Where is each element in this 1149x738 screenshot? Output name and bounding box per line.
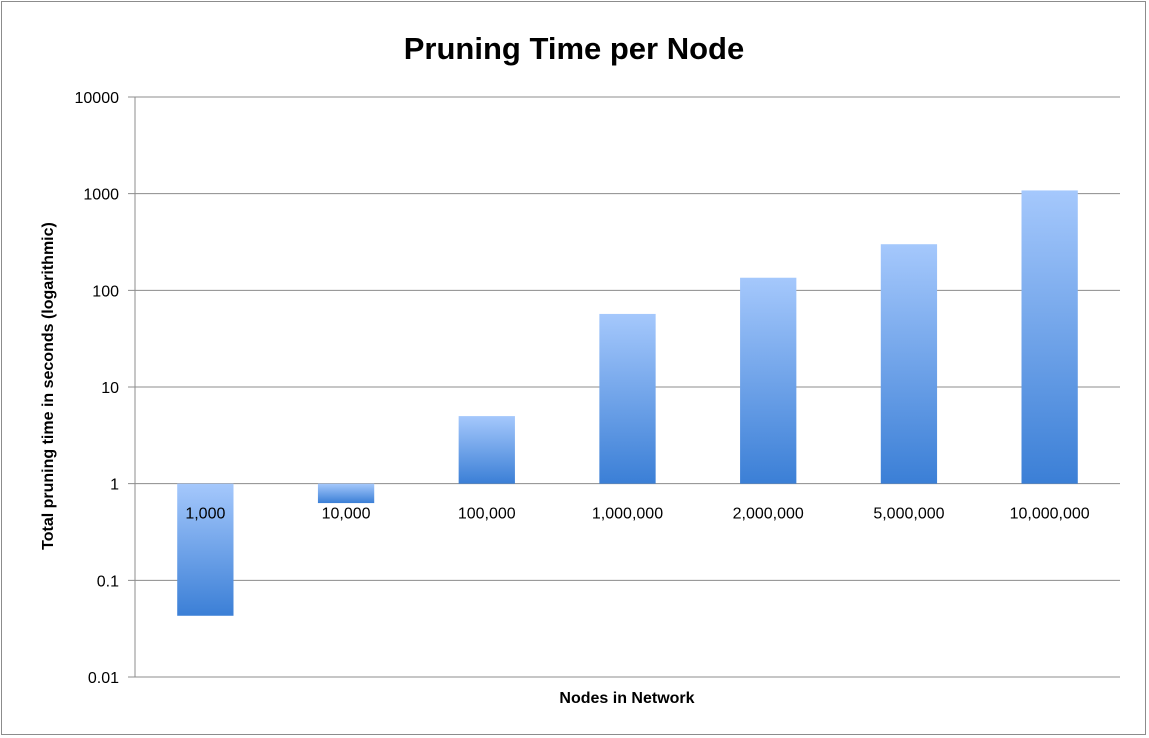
y-tick-label: 1 <box>110 477 119 494</box>
chart-title: Pruning Time per Node <box>404 31 744 66</box>
bars <box>177 190 1078 616</box>
x-tick-label: 1,000,000 <box>592 506 663 523</box>
bar <box>599 313 656 484</box>
gridlines <box>128 96 1120 678</box>
bar <box>458 416 515 484</box>
y-tick-label: 0.01 <box>88 670 119 687</box>
bar <box>880 244 938 484</box>
x-axis-label: Nodes in Network <box>559 690 694 707</box>
x-tick-label: 10,000 <box>322 506 371 523</box>
bar <box>1021 190 1078 484</box>
y-axis-label: Total pruning time in seconds (logarithm… <box>40 222 57 550</box>
x-tick-label: 10,000,000 <box>1010 506 1090 523</box>
x-tick-label: 5,000,000 <box>873 506 944 523</box>
y-tick-label: 0.1 <box>97 573 119 590</box>
bar <box>740 277 797 484</box>
x-tick-labels: 1,000 10,000 100,000 1,000,000 2,000,000 5,00… <box>185 506 1089 523</box>
y-tick-label: 10000 <box>75 90 120 107</box>
y-tick-label: 10 <box>101 380 119 397</box>
x-tick-label: 100,000 <box>458 506 516 523</box>
x-tick-label: 2,000,000 <box>733 506 804 523</box>
bar <box>177 483 234 616</box>
x-tick-label: 1,000 <box>185 506 225 523</box>
y-tick-label: 1000 <box>83 187 119 204</box>
y-tick-labels: 0.01 0.1 1 10 100 1000 10000 <box>75 90 120 687</box>
bar <box>317 483 375 504</box>
y-tick-label: 100 <box>92 283 119 300</box>
